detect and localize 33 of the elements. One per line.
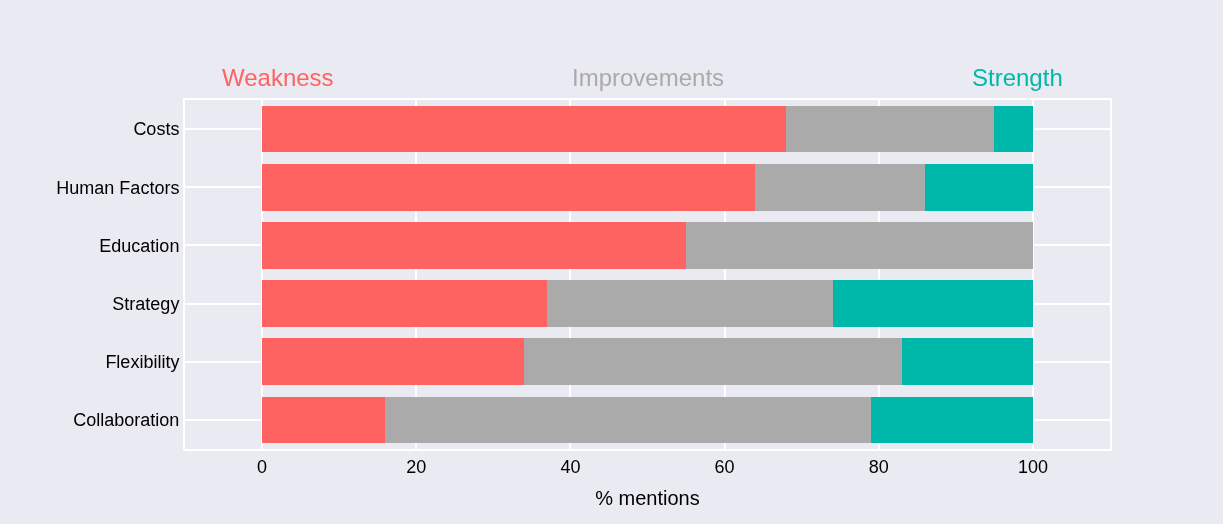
x-tick-label: 60 (714, 456, 735, 477)
y-tick-label: Human Factors (56, 177, 180, 198)
x-tick-label: 40 (560, 456, 581, 477)
x-tick-label: 0 (257, 456, 268, 477)
x-tick-label: 100 (1017, 456, 1048, 477)
bar (524, 338, 902, 386)
series-label: Strength (972, 64, 1063, 91)
x-axis-title: % mentions (595, 486, 700, 509)
bar (925, 163, 1033, 211)
bar (871, 396, 1033, 444)
text: Improvements (572, 64, 725, 91)
bar (262, 338, 525, 386)
x-tick-label: 80 (868, 456, 889, 477)
y-tick-label: Collaboration (73, 410, 180, 431)
y-tick-label: Costs (133, 119, 180, 140)
bar (262, 396, 386, 444)
bar (832, 280, 1033, 327)
bar (901, 338, 1033, 386)
x-tick-label: 20 (406, 456, 427, 477)
bar (686, 222, 1033, 269)
bar (547, 280, 833, 327)
series-label: Weakness (222, 64, 334, 91)
bar (385, 396, 872, 444)
bar (994, 105, 1033, 153)
bar (786, 105, 995, 153)
bar (262, 280, 548, 327)
bar (262, 222, 687, 269)
y-tick-label: Strategy (112, 293, 180, 314)
y-tick-label: Education (99, 235, 180, 256)
y-tick-label: Flexibility (105, 352, 180, 373)
bar (262, 105, 787, 153)
bar (262, 163, 756, 211)
bar (755, 163, 925, 211)
